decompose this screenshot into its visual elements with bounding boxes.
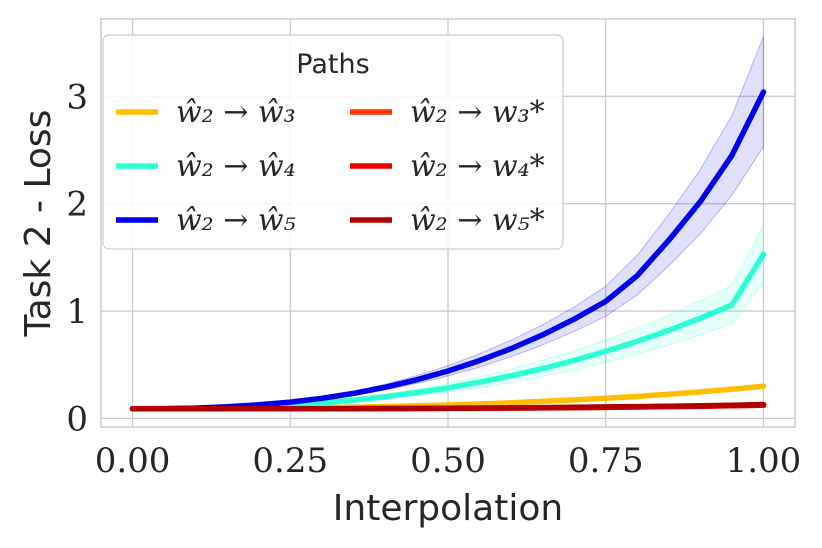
legend-label-6: ŵ₂ → w₅* <box>410 203 545 238</box>
x-tick-label: 0.75 <box>568 441 644 481</box>
x-tick-label: 0.00 <box>95 441 171 481</box>
legend-label-3: ŵ₂ → ŵ₅ <box>176 203 296 238</box>
y-tick-labels: 0 1 2 3 <box>66 77 88 439</box>
y-axis-label: Task 2 - Loss <box>18 110 59 338</box>
legend-label-2: ŵ₂ → ŵ₄ <box>176 149 296 184</box>
series-lines <box>129 89 767 412</box>
legend-box <box>102 34 564 250</box>
x-tick-labels: 0.00 0.25 0.50 0.75 1.00 <box>95 441 802 481</box>
x-tick-label: 0.50 <box>410 441 486 481</box>
legend-label-4: ŵ₂ → w₃* <box>410 95 545 130</box>
y-tick-label: 1 <box>66 292 88 332</box>
y-tick-label: 0 <box>66 399 88 439</box>
y-tick-label: 2 <box>66 185 88 225</box>
legend-title: Paths <box>296 49 369 80</box>
series-line-6 <box>129 401 767 412</box>
x-tick-label: 0.25 <box>252 441 328 481</box>
legend-entries: ŵ₂ → ŵ₃ ŵ₂ → ŵ₄ ŵ₂ → ŵ₅ ŵ₂ → w₃* ŵ₂ → w₄* ŵ₂ … <box>116 95 545 238</box>
x-axis-label: Interpolation <box>333 488 563 529</box>
x-tick-label: 1.00 <box>726 441 802 481</box>
legend-label-5: ŵ₂ → w₄* <box>410 149 545 184</box>
legend-label-1: ŵ₂ → ŵ₃ <box>176 95 296 130</box>
y-tick-label: 3 <box>66 77 88 117</box>
